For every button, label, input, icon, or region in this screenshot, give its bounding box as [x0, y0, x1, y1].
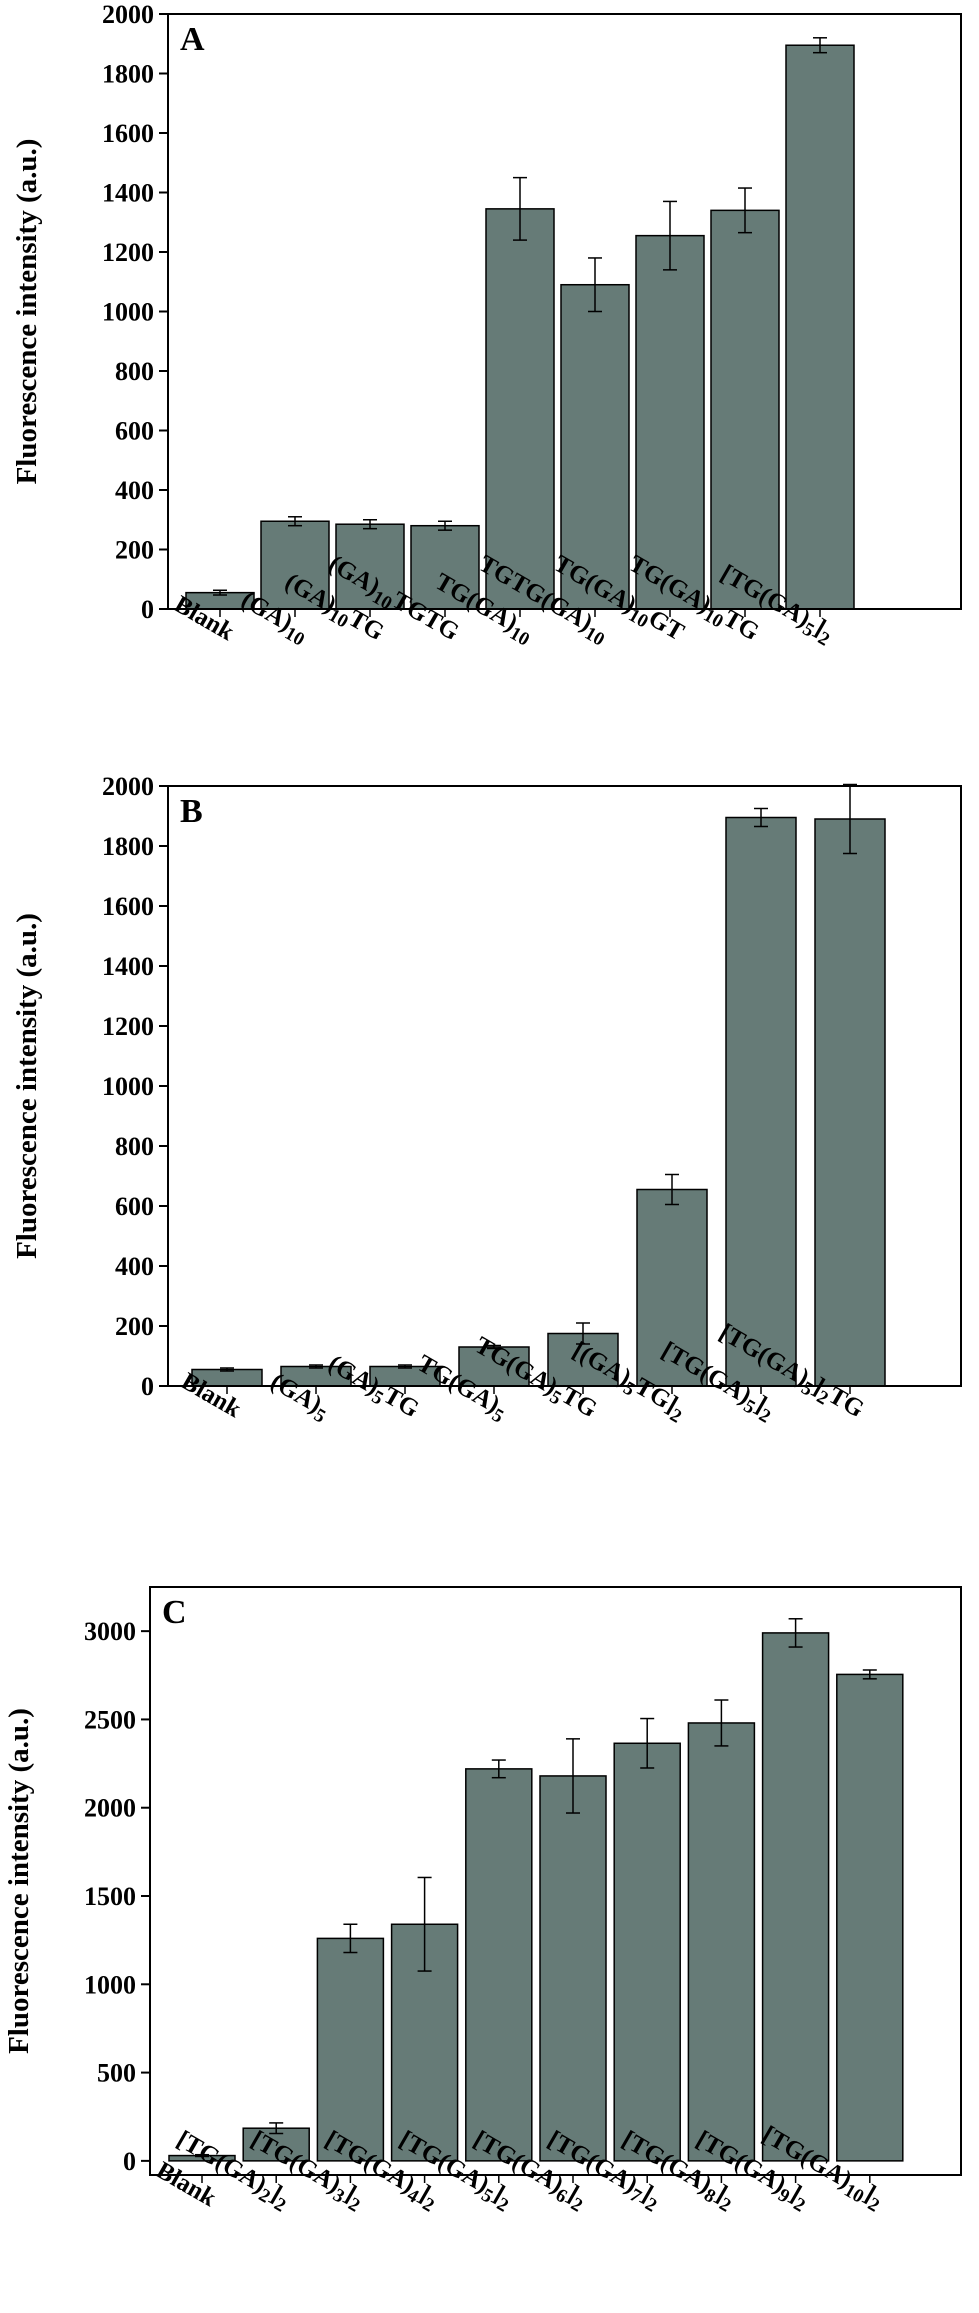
panel-letter: A: [180, 21, 205, 58]
error-bar-Blank: [195, 2153, 209, 2158]
y-tick-label: 200: [115, 536, 154, 565]
y-tick-label: 1400: [102, 952, 154, 981]
bar-TG(GA)10TG: [710, 209, 780, 610]
bar-[TG(GA)3]2: [316, 1937, 385, 2162]
y-tick-label: 1800: [102, 60, 154, 89]
error-bar-TG(GA)10GT: [663, 200, 677, 271]
y-tick-label: 1800: [102, 832, 154, 861]
y-tick-label: 2500: [84, 1705, 136, 1734]
y-tick-label: 1200: [102, 238, 154, 267]
y-axis-title: Fluorescence intensity (a.u.): [11, 139, 43, 485]
error-bar-TG(GA)5: [487, 1344, 501, 1350]
y-tick-label: 0: [141, 1372, 154, 1401]
panel-letter: C: [162, 1594, 187, 1631]
y-tick-label: 500: [97, 2059, 136, 2088]
bar-[TG(GA)5]2: [725, 816, 797, 1387]
y-tick-label: 1600: [102, 119, 154, 148]
x-tick-label: (GA)5TG: [321, 1350, 423, 1427]
error-bar-Blank: [220, 1367, 234, 1372]
y-tick-label: 800: [115, 357, 154, 386]
error-bar-[(GA)5TG]2: [665, 1173, 679, 1206]
bar-TGTG(GA)10: [560, 283, 630, 610]
y-tick-label: 1500: [84, 1882, 136, 1911]
bar-TG(GA)5: [458, 1346, 530, 1387]
y-tick-label: 1400: [102, 179, 154, 208]
y-tick-label: 600: [115, 417, 154, 446]
error-bar-[TG(GA)5]2: [491, 1759, 506, 1779]
error-bar-(GA)5TG: [398, 1364, 412, 1369]
error-bar-[TG(GA)5]2: [813, 37, 827, 54]
y-axis-title: Fluorescence intensity (a.u.): [11, 913, 43, 1259]
error-bar-TG(GA)5TG: [576, 1322, 590, 1345]
error-bar-[TG(GA)3]2: [343, 1923, 358, 1954]
bar-[TG(GA)6]2: [539, 1775, 607, 2162]
bar-[TG(GA)10]2: [836, 1673, 904, 2162]
chart-panel-B: Blank (GA)5(GA)5TGTG(GA)5TG(GA)5TG[(GA)5T…: [11, 772, 962, 1427]
error-bar-Blank: [213, 589, 227, 596]
error-bar-TGTG(GA)10: [588, 257, 602, 313]
y-tick-label: 200: [115, 1312, 154, 1341]
error-bar-(GA)10TGTG: [438, 520, 452, 531]
bar-TG(GA)10: [485, 208, 555, 610]
bar-[TG(GA)9]2: [761, 1632, 830, 2162]
panel-letter: B: [180, 793, 203, 830]
bar-TG(GA)10GT: [635, 234, 705, 610]
y-tick-label: 1200: [102, 1012, 154, 1041]
bar-[TG(GA)5]2TG: [814, 818, 886, 1387]
y-tick-label: 2000: [102, 0, 154, 29]
y-tick-label: 2000: [102, 772, 154, 801]
bar-[TG(GA)8]2: [687, 1722, 756, 2162]
plot-frame: [149, 1586, 962, 2176]
chart-panel-C: Blank[TG(GA)2]2[TG(GA)3]2[TG(GA)4]2[TG(G…: [3, 1586, 962, 2216]
error-bar-(GA)5: [309, 1364, 323, 1369]
error-bar-(GA)10TG: [363, 519, 377, 530]
bar-(GA)10TG: [335, 523, 405, 610]
error-bar-[TG(GA)2]2: [269, 2122, 284, 2135]
y-axis-title: Fluorescence intensity (a.u.): [3, 1708, 35, 2054]
error-bar-TG(GA)10TG: [738, 187, 752, 234]
y-tick-label: 400: [115, 476, 154, 505]
bar-[TG(GA)5]2: [465, 1768, 533, 2162]
chart-panel-A: Blank(GA)10(GA)10TG(GA)10TGTGTG(GA)10TGT…: [11, 0, 962, 650]
error-bar-[TG(GA)7]2: [640, 1717, 655, 1769]
y-tick-label: 0: [123, 2147, 136, 2176]
bar-[TG(GA)7]2: [613, 1742, 681, 2162]
y-tick-label: 1000: [102, 298, 154, 327]
y-tick-label: 800: [115, 1132, 154, 1161]
y-tick-label: 2000: [84, 1794, 136, 1823]
y-tick-label: 1000: [84, 1970, 136, 1999]
error-bar-[TG(GA)9]2: [788, 1618, 803, 1648]
error-bar-[TG(GA)5]2: [754, 807, 768, 828]
y-tick-label: 1000: [102, 1072, 154, 1101]
error-bar-[TG(GA)10]2: [862, 1669, 877, 1680]
error-bar-[TG(GA)6]2: [566, 1738, 580, 1814]
y-tick-label: 3000: [84, 1617, 136, 1646]
error-bar-[TG(GA)5]2TG: [843, 783, 857, 855]
error-bar-[TG(GA)4]2: [417, 1876, 432, 1972]
error-bar-TG(GA)10: [513, 176, 527, 241]
y-tick-label: 0: [141, 595, 154, 624]
error-bar-(GA)10: [288, 516, 302, 527]
error-bar-[TG(GA)8]2: [714, 1699, 729, 1747]
y-tick-label: 1600: [102, 892, 154, 921]
y-tick-label: 600: [115, 1192, 154, 1221]
y-tick-label: 400: [115, 1252, 154, 1281]
bar-[TG(GA)5]2: [785, 44, 855, 610]
